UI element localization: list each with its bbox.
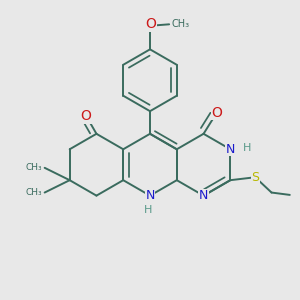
Text: N: N	[199, 189, 208, 202]
Text: CH₃: CH₃	[172, 19, 190, 29]
Text: H: H	[243, 143, 251, 153]
Text: O: O	[145, 17, 156, 31]
Text: CH₃: CH₃	[26, 163, 42, 172]
Text: N: N	[226, 143, 235, 156]
Text: N: N	[145, 189, 155, 202]
Text: CH₃: CH₃	[26, 188, 42, 197]
Text: O: O	[212, 106, 222, 120]
Text: H: H	[144, 205, 153, 215]
Text: O: O	[81, 109, 92, 123]
Text: S: S	[251, 171, 260, 184]
